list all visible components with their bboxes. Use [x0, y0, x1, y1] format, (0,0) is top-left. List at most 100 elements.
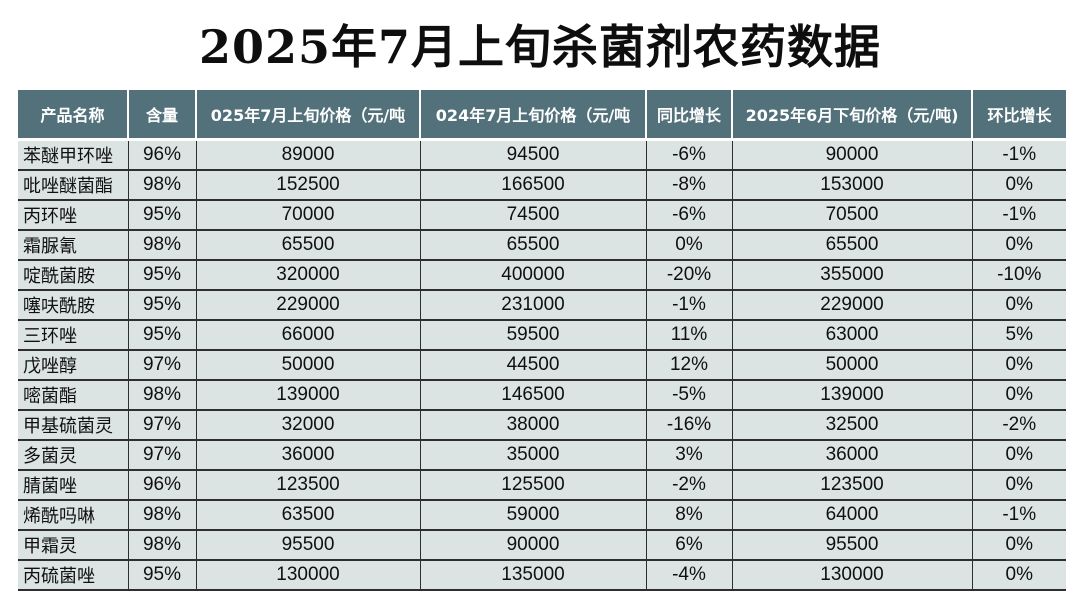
cell-yoy-growth: 8% [646, 500, 733, 531]
cell-price-2025-june-late: 153000 [732, 170, 973, 201]
cell-yoy-growth: 11% [646, 320, 733, 351]
cell-yoy-growth: 6% [646, 530, 733, 561]
cell-price-2025-june-late: 64000 [732, 500, 973, 531]
cell-price-2025-june-late: 95500 [732, 530, 973, 561]
cell-price-2024-july-early: 59500 [420, 320, 647, 351]
cell-mom-growth: 0% [972, 350, 1066, 381]
table-row: 苯醚甲环唑 96% 89000 94500 -6% 90000 -1% [18, 139, 1066, 171]
cell-product-name: 三环唑 [18, 320, 129, 351]
cell-price-2025-june-late: 355000 [732, 260, 973, 291]
cell-content: 97% [128, 350, 197, 381]
cell-yoy-growth: 3% [646, 440, 733, 471]
cell-yoy-growth: -6% [646, 200, 733, 231]
cell-price-2025-july-early: 130000 [196, 560, 421, 591]
table-row: 嘧菌酯 98% 139000 146500 -5% 139000 0% [18, 380, 1066, 411]
cell-mom-growth: -2% [972, 410, 1066, 441]
cell-content: 96% [128, 139, 197, 171]
cell-price-2024-july-early: 125500 [420, 470, 647, 501]
cell-price-2024-july-early: 38000 [420, 410, 647, 441]
cell-content: 98% [128, 500, 197, 531]
header-price-2025-july-early: 025年7月上旬价格（元/吨 [196, 90, 421, 141]
cell-content: 95% [128, 200, 197, 231]
header-content: 含量 [128, 90, 197, 141]
cell-yoy-growth: -2% [646, 470, 733, 501]
cell-price-2025-june-late: 70500 [732, 200, 973, 231]
cell-price-2024-july-early: 59000 [420, 500, 647, 531]
cell-product-name: 甲基硫菌灵 [18, 410, 129, 441]
cell-product-name: 烯酰吗啉 [18, 500, 129, 531]
cell-price-2025-july-early: 50000 [196, 350, 421, 381]
cell-price-2025-june-late: 36000 [732, 440, 973, 471]
cell-mom-growth: 5% [972, 320, 1066, 351]
cell-product-name: 多菌灵 [18, 440, 129, 471]
cell-mom-growth: 0% [972, 440, 1066, 471]
cell-price-2025-june-late: 65500 [732, 230, 973, 261]
cell-content: 97% [128, 440, 197, 471]
cell-mom-growth: 0% [972, 530, 1066, 561]
cell-mom-growth: 0% [972, 560, 1066, 591]
cell-mom-growth: -1% [972, 139, 1066, 171]
cell-mom-growth: 0% [972, 470, 1066, 501]
table-row: 戊唑醇 97% 50000 44500 12% 50000 0% [18, 350, 1066, 381]
price-table-container: 产品名称 含量 025年7月上旬价格（元/吨 024年7月上旬价格（元/吨 同比… [18, 90, 1066, 594]
cell-content: 98% [128, 170, 197, 201]
cell-price-2025-june-late: 50000 [732, 350, 973, 381]
cell-product-name: 甲霜灵 [18, 530, 129, 561]
cell-price-2025-june-late: 32500 [732, 410, 973, 441]
cell-price-2025-june-late: 123500 [732, 470, 973, 501]
table-row: 甲霜灵 98% 95500 90000 6% 95500 0% [18, 530, 1066, 561]
cell-product-name: 噻呋酰胺 [18, 290, 129, 321]
price-table: 产品名称 含量 025年7月上旬价格（元/吨 024年7月上旬价格（元/吨 同比… [18, 90, 1066, 591]
cell-price-2025-july-early: 66000 [196, 320, 421, 351]
cell-yoy-growth: 12% [646, 350, 733, 381]
cell-mom-growth: 0% [972, 380, 1066, 411]
cell-yoy-growth: -16% [646, 410, 733, 441]
cell-price-2025-june-late: 90000 [732, 139, 973, 171]
cell-product-name: 啶酰菌胺 [18, 260, 129, 291]
table-row: 甲基硫菌灵 97% 32000 38000 -16% 32500 -2% [18, 410, 1066, 441]
cell-price-2025-july-early: 152500 [196, 170, 421, 201]
cell-content: 98% [128, 230, 197, 261]
table-row: 霜脲氰 98% 65500 65500 0% 65500 0% [18, 230, 1066, 261]
cell-yoy-growth: -20% [646, 260, 733, 291]
cell-price-2025-june-late: 139000 [732, 380, 973, 411]
cell-price-2024-july-early: 44500 [420, 350, 647, 381]
cell-content: 95% [128, 560, 197, 591]
table-row: 噻呋酰胺 95% 229000 231000 -1% 229000 0% [18, 290, 1066, 321]
cell-product-name: 丙硫菌唑 [18, 560, 129, 591]
cell-price-2024-july-early: 166500 [420, 170, 647, 201]
cell-product-name: 嘧菌酯 [18, 380, 129, 411]
table-header: 产品名称 含量 025年7月上旬价格（元/吨 024年7月上旬价格（元/吨 同比… [18, 90, 1066, 141]
cell-price-2025-july-early: 65500 [196, 230, 421, 261]
table-row: 丙硫菌唑 95% 130000 135000 -4% 130000 0% [18, 560, 1066, 591]
cell-price-2025-july-early: 95500 [196, 530, 421, 561]
table-row: 吡唑醚菌酯 98% 152500 166500 -8% 153000 0% [18, 170, 1066, 201]
header-row: 产品名称 含量 025年7月上旬价格（元/吨 024年7月上旬价格（元/吨 同比… [18, 90, 1066, 141]
cell-price-2025-july-early: 63500 [196, 500, 421, 531]
cell-content: 95% [128, 320, 197, 351]
cell-price-2024-july-early: 400000 [420, 260, 647, 291]
cell-price-2025-july-early: 229000 [196, 290, 421, 321]
table-row: 多菌灵 97% 36000 35000 3% 36000 0% [18, 440, 1066, 471]
cell-product-name: 丙环唑 [18, 200, 129, 231]
cell-price-2025-july-early: 70000 [196, 200, 421, 231]
header-yoy-growth: 同比增长 [646, 90, 733, 141]
cell-yoy-growth: -5% [646, 380, 733, 411]
cell-content: 95% [128, 290, 197, 321]
cell-price-2024-july-early: 94500 [420, 139, 647, 171]
cell-price-2024-july-early: 74500 [420, 200, 647, 231]
cell-price-2025-june-late: 229000 [732, 290, 973, 321]
cell-product-name: 戊唑醇 [18, 350, 129, 381]
cell-price-2024-july-early: 35000 [420, 440, 647, 471]
table-body: 苯醚甲环唑 96% 89000 94500 -6% 90000 -1% 吡唑醚菌酯 98% 152… [18, 139, 1066, 591]
cell-price-2025-july-early: 89000 [196, 139, 421, 171]
cell-price-2024-july-early: 90000 [420, 530, 647, 561]
cell-product-name: 腈菌唑 [18, 470, 129, 501]
cell-content: 95% [128, 260, 197, 291]
cell-mom-growth: 0% [972, 170, 1066, 201]
cell-mom-growth: -10% [972, 260, 1066, 291]
cell-yoy-growth: 0% [646, 230, 733, 261]
cell-yoy-growth: -8% [646, 170, 733, 201]
header-price-2024-july-early: 024年7月上旬价格（元/吨 [420, 90, 647, 141]
cell-price-2025-july-early: 320000 [196, 260, 421, 291]
